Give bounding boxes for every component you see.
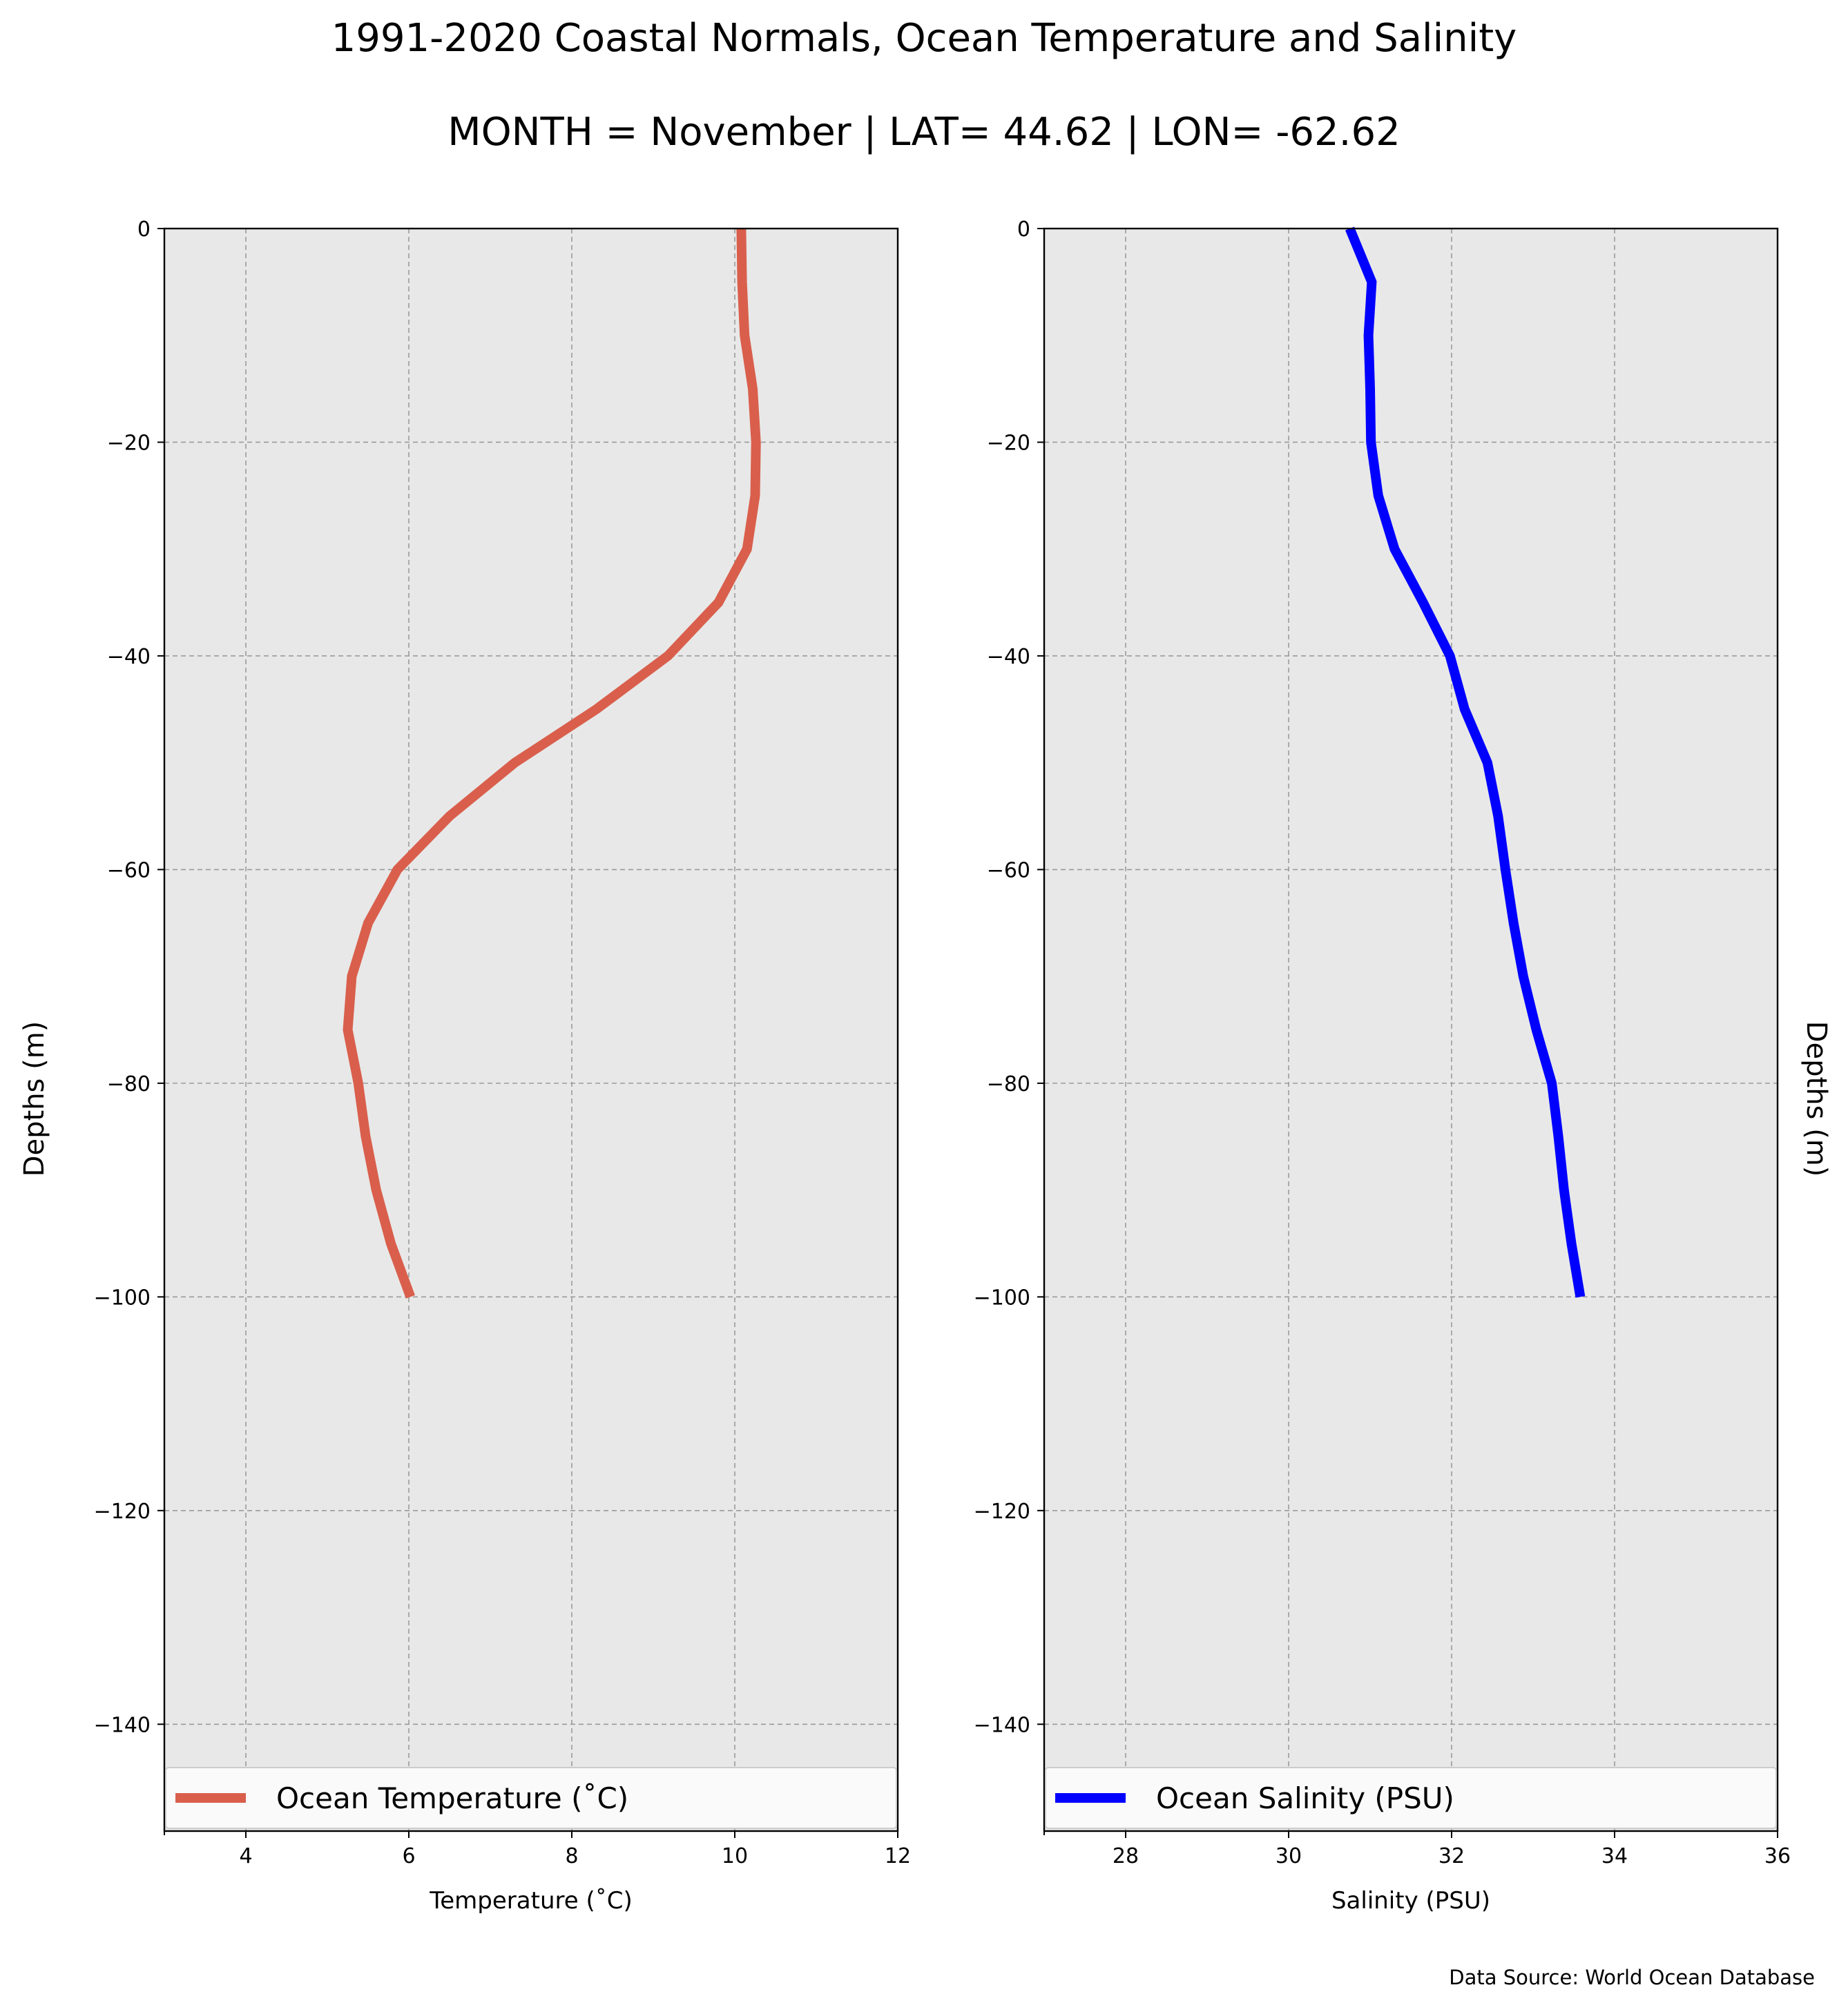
y-tick-label: −60 — [107, 858, 151, 882]
y-tick-label: 0 — [1017, 217, 1030, 242]
x-tick-label: 28 — [1113, 1844, 1139, 1868]
y-tick-label: −60 — [987, 858, 1030, 882]
x-tick-label: 4 — [239, 1844, 252, 1868]
y-tick-label: −120 — [94, 1500, 151, 1524]
legend: Ocean Salinity (PSU) — [1045, 1767, 1777, 1829]
legend-label: Ocean Temperature (˚C) — [276, 1781, 628, 1815]
legend-box — [1045, 1767, 1777, 1829]
x-axis-label: Temperature (˚C) — [429, 1887, 632, 1915]
y-tick-label: −100 — [974, 1286, 1030, 1310]
chart-title: 1991-2020 Coastal Normals, Ocean Tempera… — [331, 16, 1517, 61]
x-tick-label: 32 — [1438, 1844, 1465, 1868]
y-tick-label: −20 — [107, 431, 151, 455]
chart-subtitle: MONTH = November | LAT= 44.62 | LON= -62… — [447, 110, 1401, 155]
legend: Ocean Temperature (˚C) — [165, 1767, 897, 1829]
y-tick-label: 0 — [137, 217, 151, 242]
y-tick-label: −80 — [987, 1072, 1030, 1096]
series-line-salinity — [1345, 226, 1586, 1298]
plot-area-background — [1044, 229, 1778, 1831]
y-tick-label: −80 — [107, 1072, 151, 1096]
x-tick-label: 8 — [565, 1844, 578, 1868]
plot-area-background — [164, 229, 898, 1831]
data-source-note: Data Source: World Ocean Database — [1449, 1966, 1815, 1989]
x-tick-label: 36 — [1764, 1844, 1791, 1868]
y-tick-label: −140 — [94, 1713, 151, 1737]
temperature-panel: 4 6 8 10 12 0 −20 −40 −60 −80 −100 −120 −140 Temperat… — [19, 217, 911, 1915]
x-tick-label: 34 — [1601, 1844, 1628, 1868]
x-tick-label: 12 — [885, 1844, 911, 1868]
legend-label: Ocean Salinity (PSU) — [1156, 1781, 1454, 1815]
y-tick-label: −40 — [987, 645, 1030, 669]
x-tick-label: 30 — [1276, 1844, 1302, 1868]
y-axis-label: Depths (m) — [1800, 1021, 1832, 1177]
x-axis-label: Salinity (PSU) — [1331, 1887, 1490, 1915]
y-tick-label: −140 — [974, 1713, 1030, 1737]
series-line-temperature — [343, 228, 761, 1299]
x-tick-label: 10 — [722, 1844, 748, 1868]
y-axis-label: Depths (m) — [19, 1021, 50, 1177]
x-tick-label: 6 — [402, 1844, 415, 1868]
y-tick-label: −40 — [107, 645, 151, 669]
axes-frame — [163, 227, 899, 1832]
legend-box — [165, 1767, 897, 1829]
axes-frame — [1043, 227, 1779, 1832]
y-tick-label: −120 — [974, 1500, 1030, 1524]
salinity-panel: 28 30 32 34 36 0 −20 −40 −60 −80 −100 −120 −140 Salin… — [974, 217, 1832, 1915]
y-tick-label: −20 — [987, 431, 1030, 455]
y-tick-label: −100 — [94, 1286, 151, 1310]
